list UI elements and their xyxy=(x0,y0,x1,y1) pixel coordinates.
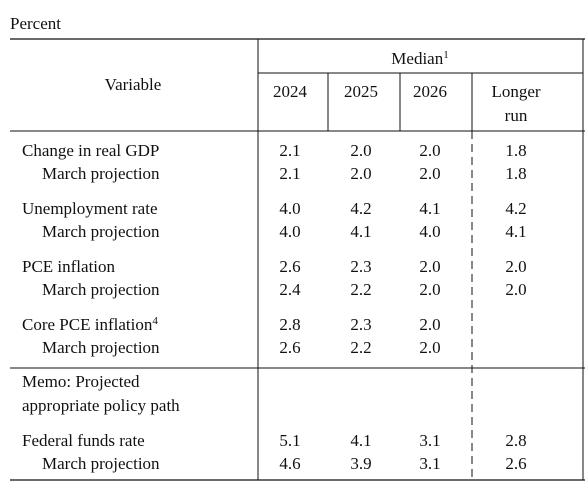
cell: 2.0 xyxy=(419,257,440,276)
row-label: Federal funds rate xyxy=(22,431,145,450)
row-label: Core PCE inflation4 xyxy=(22,315,158,334)
label-text: March projection xyxy=(42,280,160,299)
cell: 2.6 xyxy=(279,257,300,276)
cell: 4.1 xyxy=(505,222,526,241)
label-text: March projection xyxy=(42,454,160,473)
row-label: March projection xyxy=(42,454,160,473)
cell: 4.2 xyxy=(350,199,371,218)
row-label: PCE inflation xyxy=(22,257,116,276)
cell: 4.6 xyxy=(279,454,300,473)
column-header: run xyxy=(505,106,528,125)
label-text: March projection xyxy=(42,222,160,241)
cell: 2.8 xyxy=(279,315,300,334)
cell: 2.2 xyxy=(350,280,371,299)
cell: 3.9 xyxy=(350,454,371,473)
cell: 2.0 xyxy=(419,141,440,160)
variable-header: Variable xyxy=(105,75,162,94)
cell: 2.8 xyxy=(505,431,526,450)
cell: 2.0 xyxy=(505,257,526,276)
cell: 2.2 xyxy=(350,338,371,357)
row-label: March projection xyxy=(42,222,160,241)
cell: 4.1 xyxy=(350,431,371,450)
memo-label: Memo: Projected xyxy=(22,372,140,391)
footnote-mark: 1 xyxy=(443,49,449,61)
cell: 2.0 xyxy=(350,164,371,183)
cell: 2.0 xyxy=(419,315,440,334)
cell: 2.0 xyxy=(350,141,371,160)
cell: 4.0 xyxy=(279,199,300,218)
cell: 1.8 xyxy=(505,164,526,183)
cell: 3.1 xyxy=(419,454,440,473)
row-label: March projection xyxy=(42,164,160,183)
memo-label: appropriate policy path xyxy=(22,396,180,415)
label-text: March projection xyxy=(42,164,160,183)
cell: 2.1 xyxy=(279,164,300,183)
label-text: March projection xyxy=(42,338,160,357)
label-text: PCE inflation xyxy=(22,257,116,276)
median-header: Median1 xyxy=(391,49,448,68)
cell: 4.2 xyxy=(505,199,526,218)
cell: 2.3 xyxy=(350,315,371,334)
cell: 2.1 xyxy=(279,141,300,160)
cell: 2.0 xyxy=(419,280,440,299)
row-label: March projection xyxy=(42,280,160,299)
label-text: Federal funds rate xyxy=(22,431,145,450)
cell: 2.6 xyxy=(505,454,526,473)
row-label: March projection xyxy=(42,338,160,357)
column-header: 2025 xyxy=(344,82,378,101)
cell: 2.3 xyxy=(350,257,371,276)
label-text: Change in real GDP xyxy=(22,141,159,160)
unit-label: Percent xyxy=(10,14,61,33)
cell: 3.1 xyxy=(419,431,440,450)
column-header: Longer xyxy=(491,82,540,101)
label-text: Core PCE inflation xyxy=(22,315,153,334)
footnote-mark: 4 xyxy=(152,315,158,327)
cell: 4.1 xyxy=(350,222,371,241)
cell: 4.0 xyxy=(419,222,440,241)
cell: 4.0 xyxy=(279,222,300,241)
cell: 2.0 xyxy=(419,164,440,183)
cell: 2.0 xyxy=(505,280,526,299)
cell: 2.0 xyxy=(419,338,440,357)
column-header: 2026 xyxy=(413,82,447,101)
row-label: Change in real GDP xyxy=(22,141,159,160)
column-header: 2024 xyxy=(273,82,308,101)
label-text: Unemployment rate xyxy=(22,199,158,218)
cell: 2.4 xyxy=(279,280,301,299)
cell: 2.6 xyxy=(279,338,300,357)
label-text: Median xyxy=(391,49,443,68)
cell: 1.8 xyxy=(505,141,526,160)
cell: 4.1 xyxy=(419,199,440,218)
cell: 5.1 xyxy=(279,431,300,450)
row-label: Unemployment rate xyxy=(22,199,158,218)
